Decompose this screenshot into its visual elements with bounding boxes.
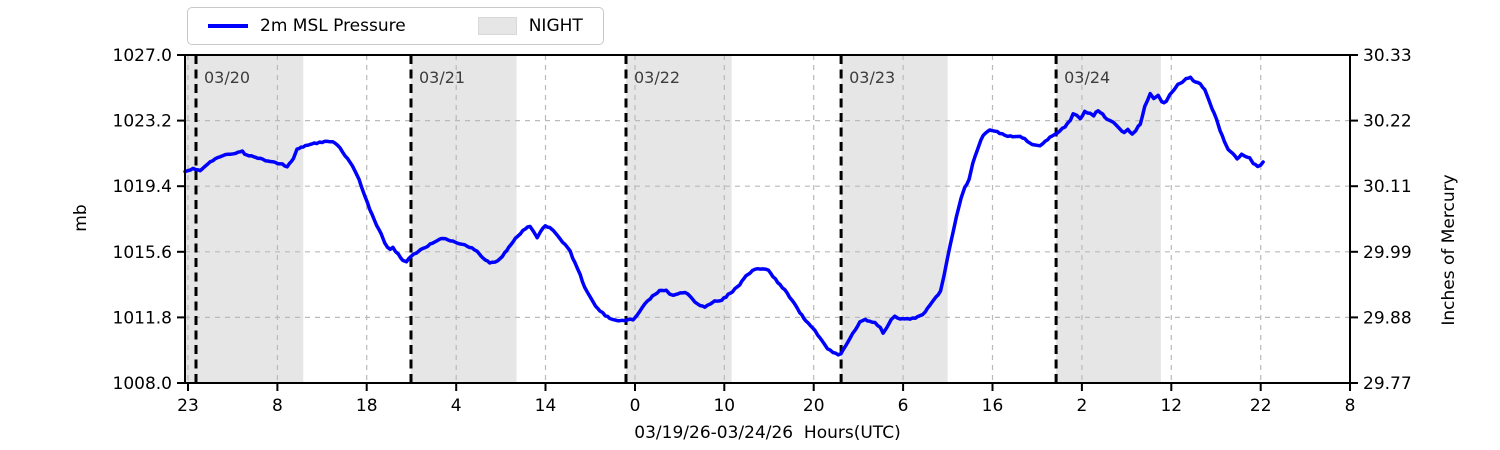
pressure-line <box>183 75 1265 357</box>
plot-border <box>184 54 1351 384</box>
x-tick-label: 22 <box>1250 396 1272 416</box>
x-tick-label: 16 <box>982 396 1004 416</box>
y-tick-label-left: 1019.4 <box>113 177 172 197</box>
y-tick-label-left: 1023.2 <box>113 112 172 132</box>
x-tick-label: 14 <box>535 396 557 416</box>
y-axis-label-left: mb <box>71 204 91 232</box>
night-band <box>185 55 304 383</box>
y-tick-label-right: 30.22 <box>1363 112 1412 132</box>
x-tick-label: 12 <box>1160 396 1182 416</box>
y-tick-label-right: 30.11 <box>1363 177 1412 197</box>
legend-label-night: NIGHT <box>528 16 583 36</box>
y-tick-label-right: 30.33 <box>1363 46 1412 66</box>
legend-night-swatch <box>477 17 517 35</box>
x-tick-label: 10 <box>713 396 735 416</box>
y-tick-label-left: 1008.0 <box>113 374 172 394</box>
day-label: 03/21 <box>419 68 465 87</box>
night-band <box>410 55 517 383</box>
night-band <box>841 55 948 383</box>
chart-legend: 2m MSL Pressure NIGHT <box>187 7 604 45</box>
x-tick-label: 4 <box>451 396 462 416</box>
y-tick-label-left: 1027.0 <box>113 46 172 66</box>
x-tick-label: 18 <box>356 396 378 416</box>
x-tick-label: 6 <box>898 396 909 416</box>
legend-label-pressure: 2m MSL Pressure <box>260 16 406 36</box>
y-tick-label-right: 29.99 <box>1363 243 1412 263</box>
day-label: 03/23 <box>849 68 895 87</box>
x-tick-label: 23 <box>177 396 199 416</box>
day-label: 03/22 <box>634 68 680 87</box>
x-tick-label: 20 <box>803 396 825 416</box>
x-tick-label: 2 <box>1076 396 1087 416</box>
y-tick-label-right: 29.77 <box>1363 374 1412 394</box>
legend-line-swatch <box>208 24 248 28</box>
x-tick-label: 8 <box>272 396 283 416</box>
day-label: 03/24 <box>1064 68 1110 87</box>
y-tick-label-left: 1015.6 <box>113 243 172 263</box>
x-tick-label: 0 <box>630 396 641 416</box>
x-axis-label: 03/19/26-03/24/26 Hours(UTC) <box>634 423 901 443</box>
night-band <box>625 55 732 383</box>
y-tick-label-right: 29.88 <box>1363 308 1412 328</box>
y-tick-label-left: 1011.8 <box>113 308 172 328</box>
day-label: 03/20 <box>204 68 250 87</box>
y-axis-label-right: Inches of Mercury <box>1439 174 1459 326</box>
x-tick-label: 8 <box>1345 396 1356 416</box>
